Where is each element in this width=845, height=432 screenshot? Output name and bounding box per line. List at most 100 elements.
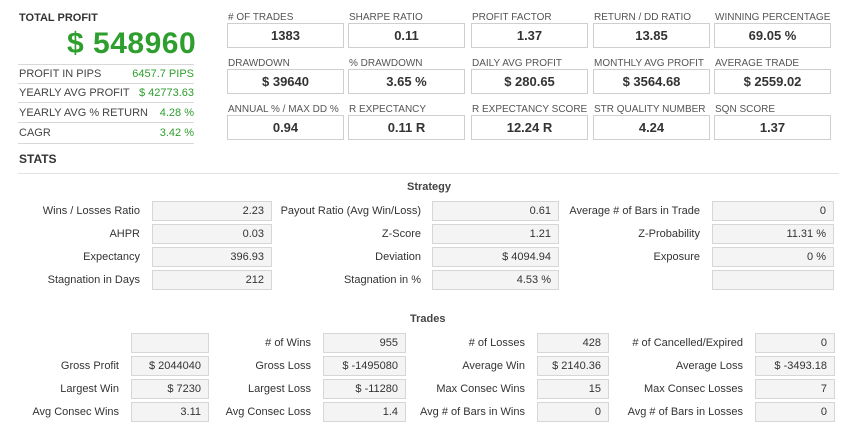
summary-value: 3.42 % [159, 127, 194, 139]
metric-average-trade: $ 2559.02 [714, 69, 831, 94]
stat-value: $ 2044040 [131, 356, 209, 376]
metric-monthly-avg-profit: $ 3564.68 [593, 69, 710, 94]
metric-winning-percentage: 69.05 % [714, 23, 831, 48]
stat-label: Gross Profit [60, 360, 119, 372]
summary-label: YEARLY AVG PROFIT [19, 87, 130, 99]
stat-label: Deviation [375, 251, 421, 263]
stat-value: 0.03 [152, 224, 272, 244]
summary-row-yearly-avg-profit: YEARLY AVG PROFIT $ 42773.63 [19, 87, 194, 101]
stat-label: AHPR [109, 228, 140, 240]
stat-label: # of Losses [468, 337, 525, 349]
divider [18, 64, 194, 65]
summary-row-cagr: CAGR 3.42 % [19, 127, 194, 141]
stat-label: # of Wins [265, 337, 311, 349]
stat-label: Largest Loss [248, 383, 311, 395]
metric-drawdown: $ 39640 [227, 69, 344, 94]
stat-label: Avg # of Bars in Losses [627, 406, 743, 418]
stat-value-empty [131, 333, 209, 353]
metric-label: PROFIT FACTOR [472, 12, 552, 23]
divider [18, 83, 194, 84]
stat-label: Exposure [653, 251, 700, 263]
stat-label: Stagnation in % [343, 274, 421, 286]
divider [18, 102, 194, 103]
trades-section-title: Trades [410, 313, 446, 325]
summary-label: YEARLY AVG % RETURN [19, 107, 148, 119]
strategy-section-title: Strategy [407, 181, 452, 193]
metric-label: STR QUALITY NUMBER [594, 104, 706, 115]
stat-label: Max Consec Losses [643, 383, 743, 395]
metric-label: DRAWDOWN [228, 58, 290, 69]
metric-label: # OF TRADES [228, 12, 294, 23]
stat-value: $ -1495080 [323, 356, 406, 376]
summary-value: 6457.7 PIPS [132, 68, 194, 80]
stat-label: Avg Consec Loss [225, 406, 311, 418]
metric-label: AVERAGE TRADE [715, 58, 800, 69]
metric-label: SHARPE RATIO [349, 12, 423, 23]
metric-r-expectancy-score: 12.24 R [471, 115, 588, 140]
stat-value: 396.93 [152, 247, 272, 267]
metric-label: R EXPECTANCY SCORE [472, 104, 588, 115]
stat-value: 0.61 [432, 201, 559, 221]
stat-value: 7 [755, 379, 835, 399]
stat-label: Z-Probability [638, 228, 700, 240]
summary-row-profit-pips: PROFIT IN PIPS 6457.7 PIPS [19, 68, 194, 82]
stat-value-empty [712, 270, 834, 290]
stat-label: Stagnation in Days [47, 274, 140, 286]
divider [18, 143, 194, 144]
stat-value: $ 7230 [131, 379, 209, 399]
metric-label: RETURN / DD RATIO [594, 12, 692, 23]
metric-sqn-score: 1.37 [714, 115, 831, 140]
stat-value: 0 % [712, 247, 834, 267]
stat-value: 212 [152, 270, 272, 290]
stat-value: 11.31 % [712, 224, 834, 244]
divider [18, 122, 194, 123]
stat-label: Avg # of Bars in Wins [420, 406, 525, 418]
metric-daily-avg-profit: $ 280.65 [471, 69, 588, 94]
stat-label: Expectancy [83, 251, 140, 263]
stat-value: 4.53 % [432, 270, 559, 290]
metric-trades-count: 1383 [227, 23, 344, 48]
stat-value: 2.23 [152, 201, 272, 221]
stats-title: STATS [19, 152, 57, 166]
stat-label: Wins / Losses Ratio [42, 205, 140, 217]
stat-value: 15 [537, 379, 609, 399]
stat-value: 0 [712, 201, 834, 221]
stat-label: Gross Loss [255, 360, 311, 372]
metric-str-quality-number: 4.24 [593, 115, 710, 140]
metric-label: R EXPECTANCY [349, 104, 427, 115]
stat-value: $ -3493.18 [755, 356, 835, 376]
summary-label: PROFIT IN PIPS [19, 68, 102, 80]
stat-value: $ 2140.36 [537, 356, 609, 376]
stat-value: $ 4094.94 [432, 247, 559, 267]
stat-value: 428 [537, 333, 609, 353]
metric-annual-max-dd: 0.94 [227, 115, 344, 140]
metric-label: DAILY AVG PROFIT [472, 58, 563, 69]
divider [18, 173, 839, 174]
metric-label: SQN SCORE [715, 104, 776, 115]
stat-value: $ -11280 [323, 379, 406, 399]
stat-label: Max Consec Wins [436, 383, 525, 395]
stat-value: 0 [755, 333, 835, 353]
stat-label: # of Cancelled/Expired [632, 337, 743, 349]
summary-value: $ 42773.63 [138, 87, 194, 99]
total-profit-label: TOTAL PROFIT [19, 12, 98, 24]
stat-label: Largest Win [60, 383, 119, 395]
stat-value: 1.4 [323, 402, 406, 422]
stat-label: Average # of Bars in Trade [569, 205, 700, 217]
metric-sharpe-ratio: 0.11 [348, 23, 465, 48]
metric-pct-drawdown: 3.65 % [348, 69, 465, 94]
metric-label: % DRAWDOWN [349, 58, 423, 69]
total-profit-value: $ 548960 [67, 27, 197, 60]
metric-label: ANNUAL % / MAX DD % [228, 104, 339, 115]
stat-value: 0 [537, 402, 609, 422]
metric-label: WINNING PERCENTAGE [715, 12, 831, 23]
metric-r-expectancy: 0.11 R [348, 115, 465, 140]
summary-label: CAGR [19, 127, 51, 139]
summary-value: 4.28 % [159, 107, 194, 119]
stat-value: 3.11 [131, 402, 209, 422]
metric-label: MONTHLY AVG PROFIT [594, 58, 705, 69]
metric-return-dd-ratio: 13.85 [593, 23, 710, 48]
stat-label: Average Loss [675, 360, 743, 372]
stat-value: 955 [323, 333, 406, 353]
metric-profit-factor: 1.37 [471, 23, 588, 48]
